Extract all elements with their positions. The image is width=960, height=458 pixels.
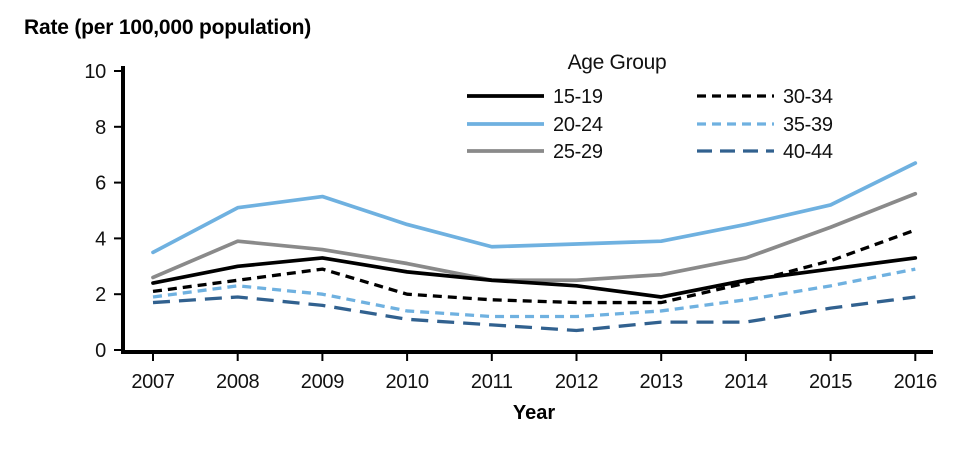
legend: Age Group 15-19 20-24 25-29 30-34 35-39 40-44 xyxy=(467,51,833,163)
series-line-15-19 xyxy=(151,256,918,299)
x-tick-label: 2009 xyxy=(301,371,344,393)
legend-label-30-34: 30-34 xyxy=(783,86,833,108)
legend-item-30-34: 30-34 xyxy=(697,86,833,108)
y-tick-label: 6 xyxy=(95,173,106,195)
y-tick-label: 2 xyxy=(95,284,106,306)
series-line-20-24 xyxy=(151,161,918,255)
x-tick-label: 2010 xyxy=(385,371,428,393)
chart-title: Rate (per 100,000 population) xyxy=(24,16,312,39)
x-tick-label: 2011 xyxy=(471,371,513,393)
x-tick-label: 2016 xyxy=(894,371,937,393)
x-tick-label: 2007 xyxy=(131,371,174,393)
x-tick-label: 2008 xyxy=(216,371,259,393)
legend-label-15-19: 15-19 xyxy=(553,86,603,108)
series-line-30-34 xyxy=(152,228,916,305)
legend-label-20-24: 20-24 xyxy=(553,114,603,136)
x-tick-label: 2012 xyxy=(555,371,598,393)
legend-label-40-44: 40-44 xyxy=(783,141,833,163)
legend-item-35-39: 35-39 xyxy=(697,114,833,136)
legend-label-35-39: 35-39 xyxy=(783,114,833,136)
y-tick-label: 10 xyxy=(84,61,106,83)
y-tick-label: 0 xyxy=(95,340,106,362)
series-line-40-44 xyxy=(152,295,916,333)
y-tick-label: 4 xyxy=(95,228,106,250)
legend-item-25-29: 25-29 xyxy=(467,141,603,163)
y-tick-label: 8 xyxy=(95,117,106,139)
legend-item-40-44: 40-44 xyxy=(697,141,833,163)
x-tick-label: 2015 xyxy=(809,371,852,393)
legend-item-15-19: 15-19 xyxy=(467,86,603,108)
x-tick-label: 2014 xyxy=(724,371,767,393)
series-line-35-39 xyxy=(152,267,916,319)
x-axis-title: Year xyxy=(512,402,556,424)
x-tick-label: 2013 xyxy=(640,371,683,393)
legend-title: Age Group xyxy=(568,51,667,74)
legend-item-20-24: 20-24 xyxy=(467,114,603,136)
series-line-25-29 xyxy=(151,191,918,283)
legend-label-25-29: 25-29 xyxy=(553,141,603,163)
